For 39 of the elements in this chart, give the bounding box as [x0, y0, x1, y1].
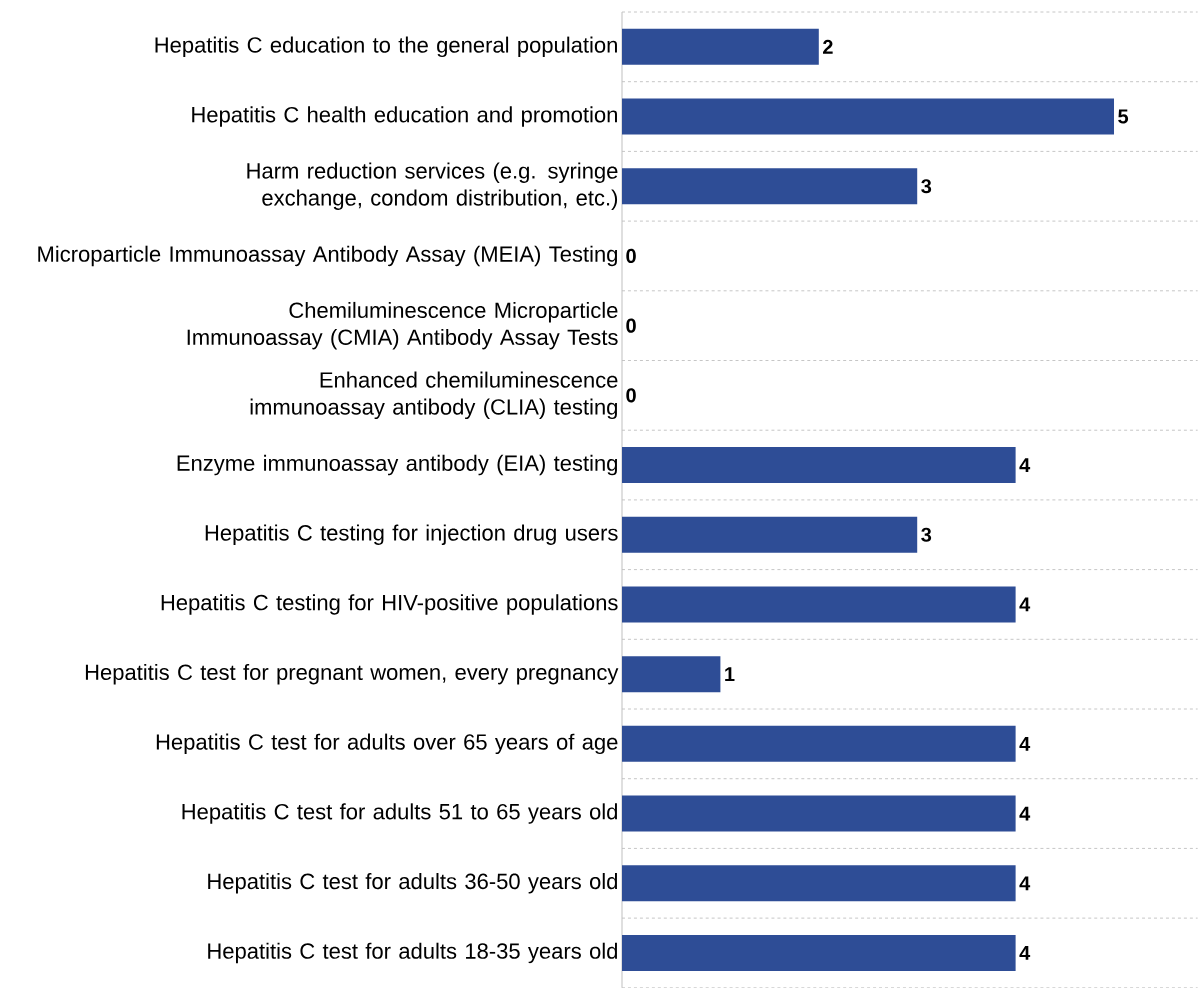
bar [622, 168, 918, 205]
bar [622, 516, 918, 553]
data-label: 0 [626, 248, 636, 264]
bar [622, 447, 1016, 484]
bar [622, 28, 819, 65]
y-tick-label: Enhanced chemiluminescence immunoassay antibody (CLIA) testing [250, 371, 618, 420]
y-tick-label: Hepatitis C health education and promotion [192, 106, 617, 127]
data-label: 3 [921, 179, 932, 194]
bar [622, 725, 1016, 762]
y-tick-label: Hepatitis C test for adults over 65 years of age [156, 733, 618, 755]
data-label: 5 [1118, 109, 1129, 124]
y-tick-label: Enzyme immunoassay antibody (EIA) testing [177, 454, 617, 476]
y-tick-label: Harm reduction services (e.g. syringe exchange, condom distribution, etc.) [247, 162, 618, 210]
data-label: 2 [823, 39, 833, 54]
data-label: 4 [1019, 876, 1031, 891]
data-label: 4 [1019, 458, 1031, 472]
bar [622, 656, 721, 693]
y-tick-label: Hepatitis C testing for HIV-positive populations [161, 594, 618, 615]
data-label: 1 [725, 667, 735, 682]
bar [622, 98, 1114, 135]
y-tick-label: Hepatitis C test for adults 18-35 years old [208, 942, 617, 964]
y-tick-label: Microparticle Immunoassay Antibody Assay (MEIA) Testing [38, 245, 618, 267]
y-tick-label: Hepatitis C test for pregnant women, every pregnancy [85, 663, 619, 685]
data-label: 0 [626, 318, 636, 333]
y-tick-label: Chemiluminescence Microparticle Immunoassay (CMIA) Antibody Assay Tests [187, 301, 618, 350]
data-label: 4 [1019, 597, 1031, 612]
y-tick-label: Hepatitis C test for adults 36-50 years old [208, 873, 617, 894]
y-tick-label: Hepatitis C testing for injection drug users [205, 524, 618, 546]
data-label: 4 [1019, 946, 1031, 960]
bar [622, 934, 1016, 971]
data-label: 3 [921, 527, 932, 542]
bar [622, 795, 1016, 832]
bar [622, 586, 1016, 623]
bar [622, 865, 1016, 902]
y-tick-label: Hepatitis C test for adults 51 to 65 years old [182, 803, 617, 824]
data-label: 4 [1019, 806, 1031, 821]
data-label: 4 [1019, 736, 1031, 751]
data-label: 0 [626, 388, 636, 403]
y-tick-label: Hepatitis C education to the general population [155, 36, 617, 58]
